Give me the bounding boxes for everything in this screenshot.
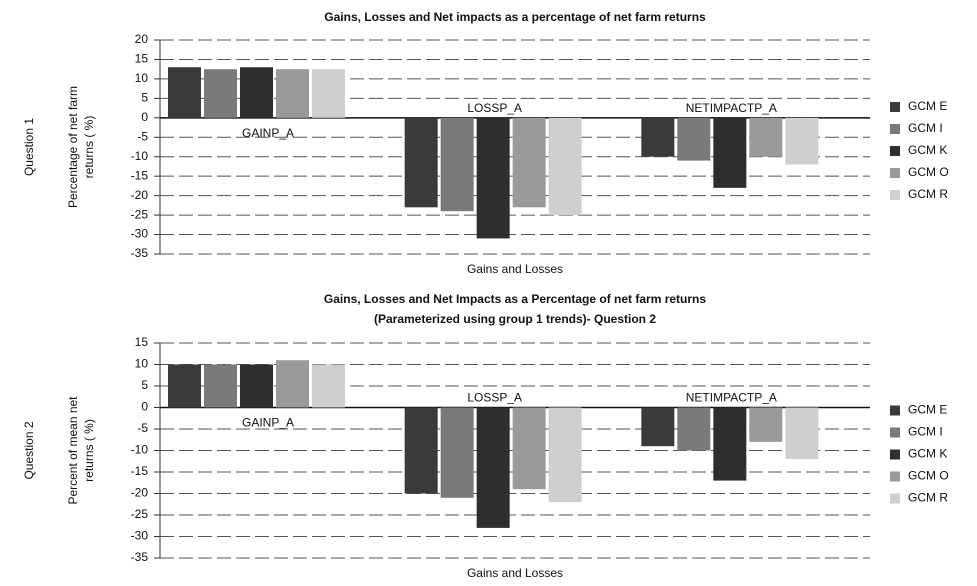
y-tick-label: 20	[135, 32, 149, 46]
row-label: Question 2	[22, 421, 36, 479]
bar	[168, 364, 201, 408]
y-axis-label: Percent of mean net	[66, 396, 80, 505]
y-tick-label: -35	[131, 246, 149, 260]
bar	[785, 407, 819, 460]
legend-label: GCM E	[908, 403, 947, 417]
legend-swatch	[890, 471, 900, 482]
legend-label: GCM I	[908, 425, 943, 439]
bar	[749, 407, 783, 442]
bar	[312, 364, 345, 408]
y-tick-label: -10	[131, 443, 149, 457]
bar	[749, 117, 783, 157]
chart-subtitle: (Parameterized using group 1 trends)- Qu…	[374, 312, 656, 326]
legend-swatch	[890, 190, 900, 200]
legend-swatch	[890, 146, 900, 156]
legend-label: GCM E	[908, 99, 947, 113]
legend-swatch	[890, 449, 900, 460]
legend-label: GCM I	[908, 121, 943, 135]
bar	[641, 117, 675, 157]
y-tick-label: 0	[141, 110, 148, 124]
legend-swatch	[890, 124, 900, 134]
bar	[512, 117, 546, 208]
legend-label: GCM K	[908, 143, 947, 157]
chart-title: Gains, Losses and Net Impacts as a Perce…	[324, 292, 706, 306]
bar	[440, 117, 474, 212]
y-tick-label: -25	[131, 507, 149, 521]
bar	[240, 67, 273, 118]
category-label: LOSSP_A	[467, 391, 522, 405]
bar	[677, 117, 711, 161]
y-tick-label: -20	[131, 486, 149, 500]
bar	[548, 407, 582, 503]
category-label: GAINP_A	[242, 126, 294, 140]
x-axis-label: Gains and Losses	[467, 262, 563, 276]
legend-swatch	[890, 493, 900, 504]
chart-title: Gains, Losses and Net impacts as a perce…	[324, 10, 706, 24]
legend-swatch	[890, 427, 900, 438]
legend-swatch	[890, 168, 900, 178]
y-tick-label: -25	[131, 207, 149, 221]
bar	[404, 407, 438, 494]
legend-swatch	[890, 102, 900, 112]
y-tick-label: 10	[135, 71, 149, 85]
bar	[713, 407, 747, 481]
y-tick-label: -5	[137, 421, 148, 435]
bar	[312, 69, 345, 118]
y-tick-label: -35	[131, 550, 149, 564]
legend-label: GCM R	[908, 491, 948, 505]
legend-label: GCM O	[908, 165, 949, 179]
bar	[677, 407, 711, 451]
bar	[713, 117, 747, 188]
bar	[276, 69, 309, 118]
bar	[476, 407, 510, 528]
y-tick-label: 15	[135, 52, 149, 66]
y-tick-label: -5	[137, 129, 148, 143]
y-tick-label: 5	[141, 91, 148, 105]
y-tick-label: 0	[141, 400, 148, 414]
y-tick-label: 10	[135, 357, 149, 371]
bar	[204, 69, 237, 118]
y-axis-label: Percentage of net farm	[66, 86, 80, 208]
y-tick-label: -15	[131, 464, 149, 478]
y-tick-label: 15	[135, 335, 149, 349]
y-tick-label: -15	[131, 168, 149, 182]
bar	[404, 117, 438, 208]
row-label: Question 1	[22, 118, 36, 176]
bar	[785, 117, 819, 165]
legend-label: GCM R	[908, 187, 948, 201]
y-axis-label: returns ( %)	[82, 116, 96, 179]
y-tick-label: -10	[131, 149, 149, 163]
legend-label: GCM K	[908, 447, 947, 461]
y-tick-label: 5	[141, 378, 148, 392]
category-label: LOSSP_A	[467, 101, 522, 115]
y-axis-label: returns ( %)	[82, 419, 96, 482]
bar	[476, 117, 510, 239]
x-axis-label: Gains and Losses	[467, 566, 563, 580]
bar	[512, 407, 546, 490]
bar	[168, 67, 201, 118]
legend-label: GCM O	[908, 469, 949, 483]
category-label: GAINP_A	[242, 416, 294, 430]
legend-swatch	[890, 405, 900, 416]
bar	[276, 360, 309, 408]
bar	[548, 117, 582, 216]
y-tick-label: -30	[131, 529, 149, 543]
bar	[440, 407, 474, 498]
bar	[240, 364, 273, 408]
category-label: NETIMPACTP_A	[686, 101, 777, 115]
y-tick-label: -30	[131, 227, 149, 241]
y-tick-label: -20	[131, 188, 149, 202]
bar	[641, 407, 675, 447]
bar	[204, 364, 237, 408]
category-label: NETIMPACTP_A	[686, 391, 777, 405]
